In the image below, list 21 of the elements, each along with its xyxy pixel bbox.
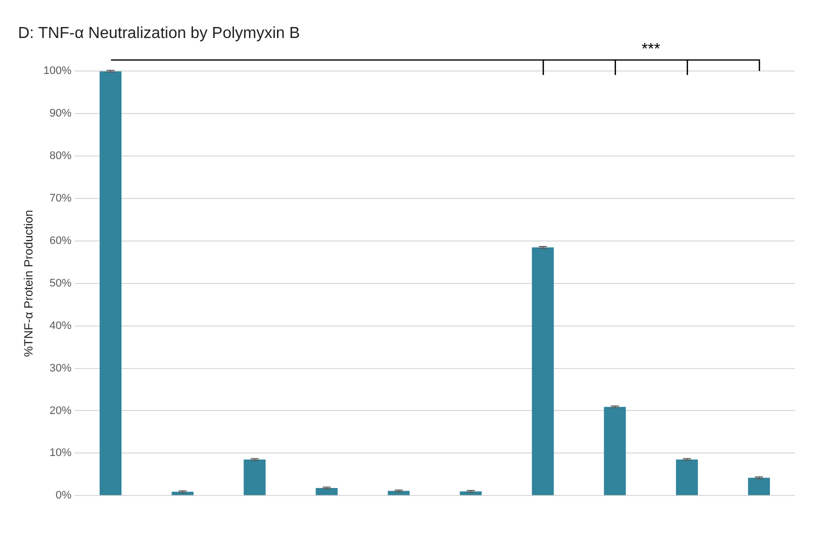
y-tick-label: 80%: [50, 150, 72, 162]
bar: [316, 488, 338, 496]
y-tick-label: 20%: [50, 404, 72, 417]
y-tick-label: 100%: [43, 65, 72, 78]
y-tick-label: 40%: [50, 320, 72, 332]
y-tick-label: 10%: [50, 447, 72, 460]
bar: [532, 247, 554, 496]
bar: [676, 460, 698, 496]
bar: [748, 478, 770, 496]
y-tick-label: 30%: [50, 362, 72, 374]
y-tick-label: 60%: [50, 234, 72, 247]
y-tick-label: 90%: [50, 108, 72, 120]
y-tick-label: 70%: [50, 192, 72, 205]
y-tick-label: 50%: [50, 277, 72, 290]
bar: [244, 460, 266, 496]
chart-title: D: TNF-α Neutralization by Polymyxin B: [18, 25, 300, 42]
y-axis-title: %TNF-α Protein Production: [22, 210, 36, 357]
y-tick-label: 0%: [56, 490, 72, 502]
text: ***: [640, 41, 662, 60]
bar: [604, 406, 626, 496]
bar: [100, 71, 122, 496]
